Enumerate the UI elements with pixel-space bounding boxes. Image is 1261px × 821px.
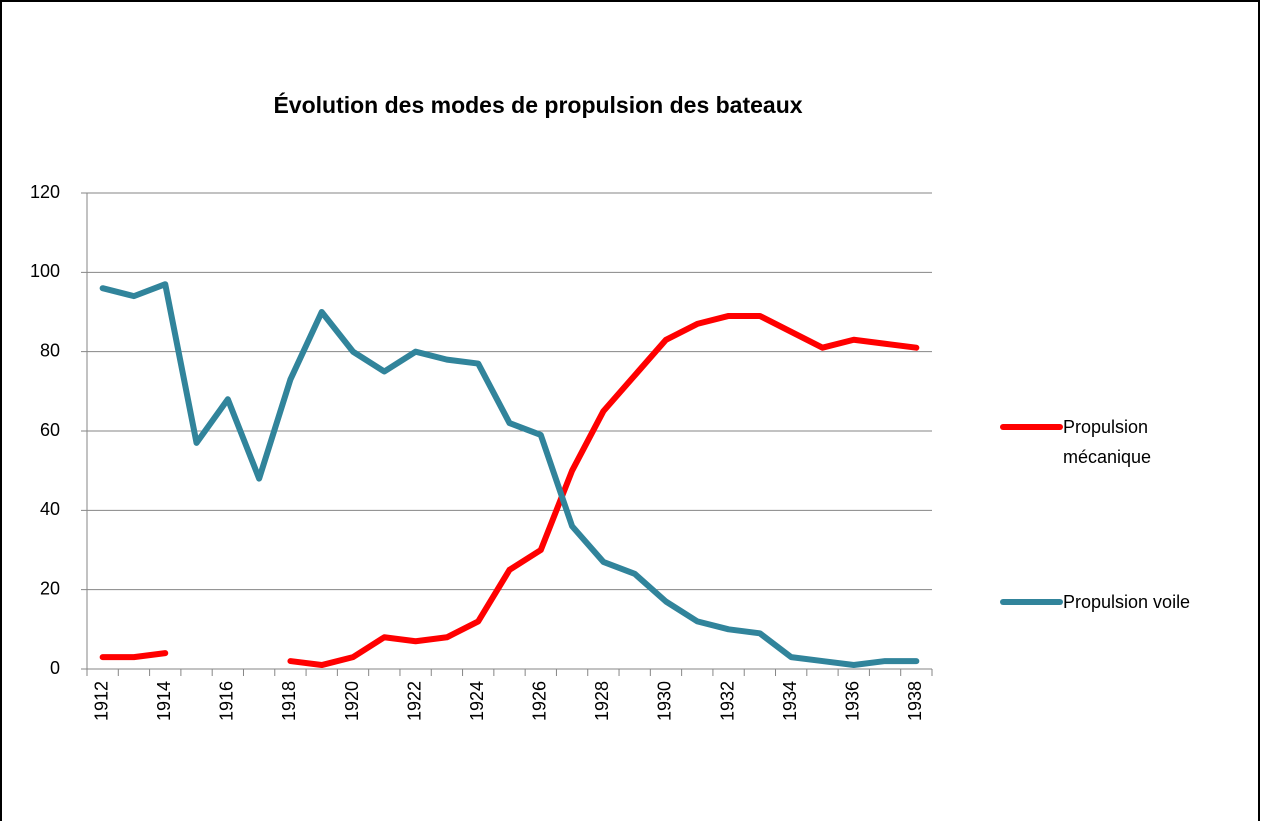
x-tick-label: 1930 xyxy=(655,681,675,721)
x-tick-label: 1912 xyxy=(91,681,111,721)
x-tick-label: 1934 xyxy=(780,681,800,721)
y-tick-label: 40 xyxy=(40,499,60,519)
x-tick-label: 1938 xyxy=(905,681,925,721)
x-tick-label: 1932 xyxy=(717,681,737,721)
legend-label: Propulsion mécanique xyxy=(1063,417,1152,467)
data-line xyxy=(99,281,920,669)
x-tick-label: 1924 xyxy=(467,681,487,721)
y-tick-label: 20 xyxy=(40,578,60,598)
x-tick-label: 1918 xyxy=(279,681,299,721)
x-tick-label: 1926 xyxy=(530,681,550,721)
x-tick-label: 1916 xyxy=(217,681,237,721)
y-tick-label: 60 xyxy=(40,420,60,440)
legend-label: Propulsion voile xyxy=(1063,592,1191,612)
x-tick-label: 1914 xyxy=(154,681,174,721)
y-tick-label: 80 xyxy=(40,340,60,360)
data-line xyxy=(99,312,920,669)
x-tick-label: 1936 xyxy=(843,681,863,721)
chart-title: Évolution des modes de propulsion des ba… xyxy=(273,91,802,118)
x-tick-label: 1922 xyxy=(404,681,424,721)
y-tick-label: 100 xyxy=(30,261,60,281)
x-tick-label: 1920 xyxy=(342,681,362,721)
y-tick-label: 120 xyxy=(30,182,60,202)
x-tick-label: 1928 xyxy=(592,681,612,721)
y-tick-label: 0 xyxy=(50,658,60,678)
